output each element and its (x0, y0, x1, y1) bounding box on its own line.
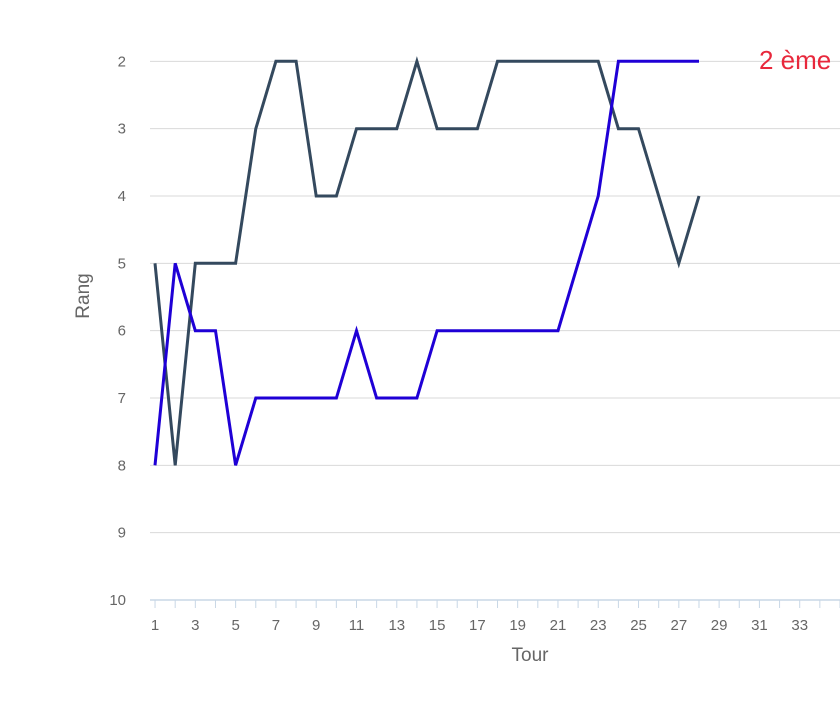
y-tick-label-7: 7 (118, 390, 126, 407)
y-tick-label-2: 2 (118, 53, 126, 70)
series-1-line (153, 56, 701, 466)
x-tick-label-1: 1 (151, 617, 159, 634)
y-tick-label-10: 10 (109, 592, 126, 609)
y-axis-title: Rang (73, 273, 94, 318)
y-tick-label-8: 8 (118, 457, 126, 474)
x-tick-label-31: 31 (751, 617, 768, 634)
x-axis-tick-labels: 1 3 5 7 9 11 13 15 17 19 21 23 25 27 29 31 33 (151, 617, 808, 634)
y-axis-tick-labels: 2 3 4 5 6 7 8 9 10 (109, 53, 126, 609)
x-tick-label-23: 23 (590, 617, 607, 634)
y-tick-label-4: 4 (118, 188, 126, 205)
x-tick-label-15: 15 (429, 617, 446, 634)
series-end-label: 2 ème (759, 45, 831, 75)
x-tick-label-25: 25 (630, 617, 647, 634)
x-tick-label-19: 19 (509, 617, 526, 634)
y-tick-label-3: 3 (118, 121, 126, 138)
x-tick-label-9: 9 (312, 617, 320, 634)
y-tick-label-9: 9 (118, 525, 126, 542)
x-tick-label-29: 29 (711, 617, 728, 634)
x-tick-label-27: 27 (670, 617, 687, 634)
series-2-line (153, 59, 699, 466)
x-tick-label-5: 5 (231, 617, 239, 634)
x-tick-label-3: 3 (191, 617, 199, 634)
y-tick-label-5: 5 (118, 255, 126, 272)
x-axis (154, 600, 840, 608)
x-tick-label-33: 33 (791, 617, 808, 634)
x-tick-label-21: 21 (550, 617, 567, 634)
x-tick-label-17: 17 (469, 617, 486, 634)
x-tick-label-7: 7 (272, 617, 280, 634)
x-tick-label-13: 13 (388, 617, 405, 634)
y-tick-label-6: 6 (118, 323, 126, 340)
x-axis-title: Tour (512, 645, 550, 666)
x-tick-label-11: 11 (349, 617, 365, 634)
series-lines (153, 56, 701, 466)
